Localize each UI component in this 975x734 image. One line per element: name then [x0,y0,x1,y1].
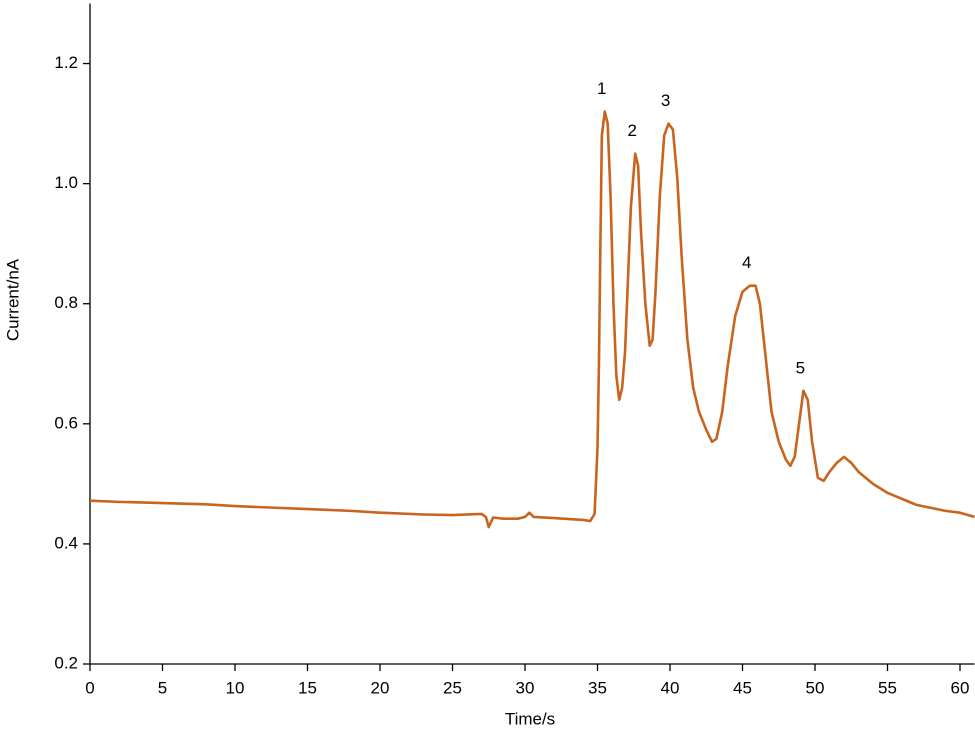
peak-label: 3 [661,91,670,110]
x-tick-label: 40 [661,678,680,697]
x-tick-label: 20 [371,678,390,697]
x-tick-label: 10 [226,678,245,697]
y-tick-label: 0.8 [54,293,78,312]
x-tick-label: 35 [588,678,607,697]
x-tick-label: 45 [733,678,752,697]
data-line [89,110,975,529]
peak-label: 1 [597,79,606,98]
y-tick-label: 0.2 [54,653,78,672]
y-tick-label: 0.4 [54,533,78,552]
x-tick-label: 25 [443,678,462,697]
x-tick-label: 15 [298,678,317,697]
y-tick-label: 1.2 [54,53,78,72]
y-axis-label: Current/nA [3,258,22,341]
peak-label: 5 [796,358,805,377]
peak-label: 4 [742,253,751,272]
x-tick-label: 50 [806,678,825,697]
x-tick-label: 60 [951,678,970,697]
peak-label: 2 [627,121,636,140]
x-tick-label: 55 [878,678,897,697]
x-tick-label: 30 [516,678,535,697]
x-tick-label: 5 [158,678,167,697]
x-tick-label: 0 [85,678,94,697]
y-tick-label: 0.6 [54,413,78,432]
y-tick-label: 1.0 [54,173,78,192]
x-axis-label: Time/s [505,709,555,728]
